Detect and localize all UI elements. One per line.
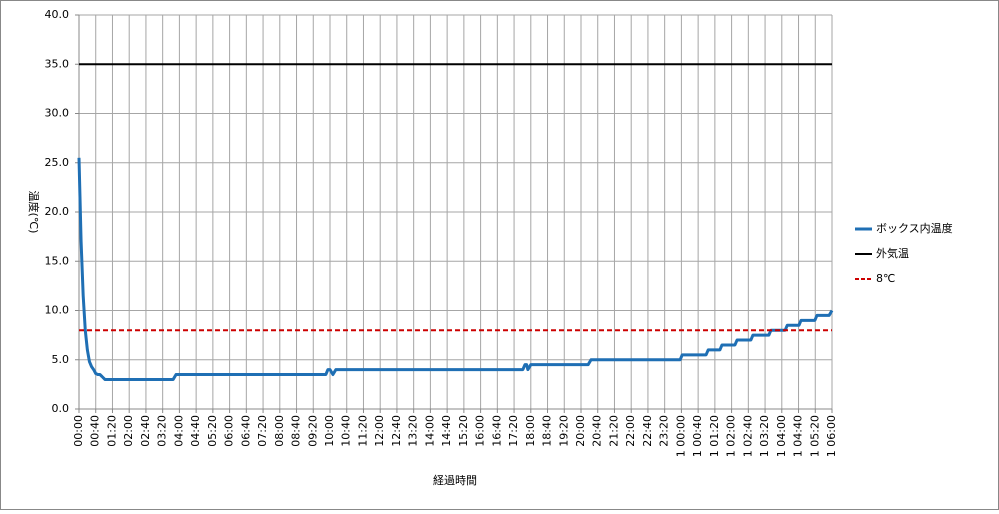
x-tick-label: 03:20 [156,415,169,447]
y-tick-label: 10.0 [45,304,70,317]
x-tick-label: 12:40 [390,415,403,447]
x-tick-label: 1 04:00 [775,415,788,457]
x-tick-label: 1 06:00 [825,415,838,457]
x-tick-label: 1 00:00 [674,415,687,457]
x-tick-label: 08:40 [290,415,303,447]
x-tick-label: 18:00 [524,415,537,447]
y-tick-label: 35.0 [45,57,70,70]
x-tick-label: 21:20 [607,415,620,447]
x-tick-label: 04:40 [189,415,202,447]
x-tick-label: 1 01:20 [708,415,721,457]
x-tick-label: 14:00 [423,415,436,447]
y-tick-label: 40.0 [45,8,70,21]
y-axis-title: 温度(℃) [27,191,41,234]
x-tick-label: 17:20 [507,415,520,447]
x-tick-label: 1 02:40 [741,415,754,457]
y-tick-label: 25.0 [45,156,70,169]
x-tick-label: 12:00 [373,415,386,447]
x-tick-label: 15:20 [457,415,470,447]
x-tick-label: 16:00 [474,415,487,447]
x-tick-label: 14:40 [440,415,453,447]
x-tick-label: 20:40 [591,415,604,447]
x-tick-label: 05:20 [206,415,219,447]
x-tick-label: 07:20 [256,415,269,447]
x-tick-label: 22:00 [624,415,637,447]
x-tick-label: 06:40 [239,415,252,447]
x-tick-label: 10:40 [340,415,353,447]
y-tick-label: 0.0 [52,402,70,415]
x-tick-label: 1 03:20 [758,415,771,457]
y-tick-label: 15.0 [45,254,70,267]
x-tick-label: 00:40 [89,415,102,447]
x-tick-label: 13:20 [407,415,420,447]
x-tick-label: 11:20 [356,415,369,447]
legend-label: ボックス内温度 [876,221,953,235]
series-line [77,157,834,381]
legend-label: 8℃ [876,272,895,285]
x-tick-label: 1 00:40 [691,415,704,457]
y-tick-label: 30.0 [45,107,70,120]
x-tick-label: 04:00 [172,415,185,447]
x-tick-label: 23:20 [658,415,671,447]
x-tick-label: 06:00 [223,415,236,447]
x-tick-label: 00:00 [72,415,85,447]
y-tick-label: 5.0 [52,353,70,366]
x-tick-label: 10:00 [323,415,336,447]
x-tick-label: 18:40 [541,415,554,447]
x-tick-label: 01:20 [105,415,118,447]
x-tick-label: 02:00 [122,415,135,447]
x-tick-label: 16:40 [490,415,503,447]
x-tick-label: 19:20 [557,415,570,447]
x-axis-title: 経過時間 [433,474,477,487]
x-tick-label: 08:00 [273,415,286,447]
x-tick-label: 09:20 [306,415,319,447]
x-tick-label: 1 04:40 [792,415,805,457]
y-tick-label: 20.0 [45,205,70,218]
x-tick-label: 1 02:00 [725,415,738,457]
x-tick-label: 02:40 [139,415,152,447]
x-tick-label: 20:00 [574,415,587,447]
x-tick-label: 22:40 [641,415,654,447]
x-tick-label: 1 05:20 [808,415,821,457]
legend-label: 外気温 [876,246,909,260]
